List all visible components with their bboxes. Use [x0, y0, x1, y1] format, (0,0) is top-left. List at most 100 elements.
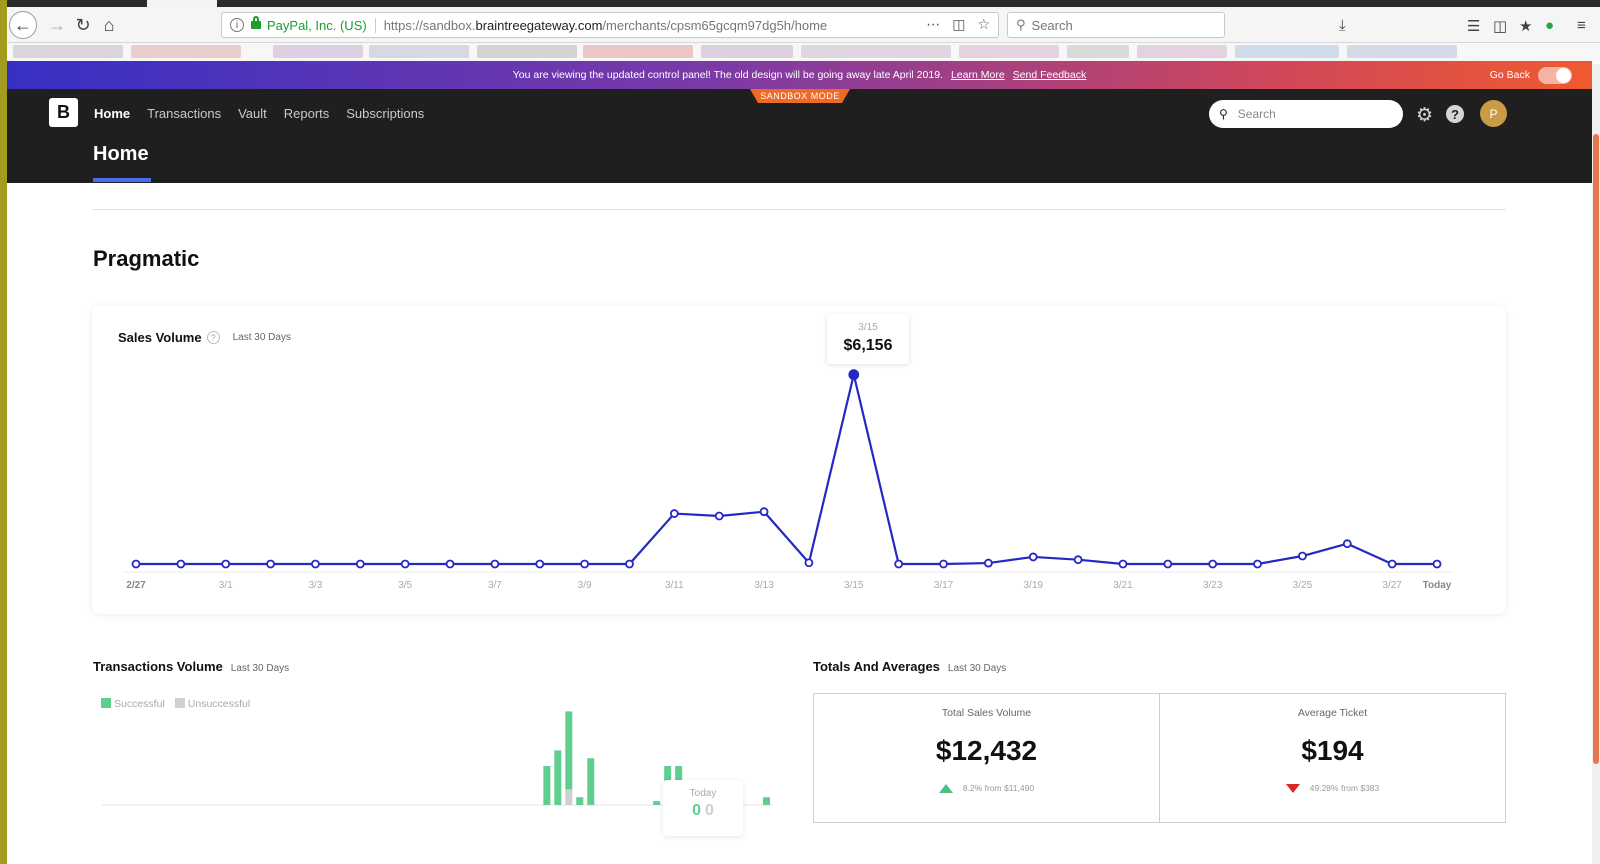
help-circle-icon[interactable]: ?: [206, 331, 220, 344]
sales-data-point[interactable]: [669, 509, 679, 518]
go-back-label: Go Back: [1489, 69, 1530, 81]
learn-more-link[interactable]: Learn More: [950, 69, 1005, 81]
app-search-input[interactable]: ⚲ Search: [1209, 100, 1403, 128]
sales-data-point[interactable]: [311, 559, 320, 569]
sales-data-point[interactable]: [1298, 551, 1307, 561]
sales-data-point[interactable]: [1387, 559, 1397, 569]
window-frame: [0, 0, 7, 864]
pocket-icon[interactable]: ◫: [952, 16, 966, 32]
tx-bar-successful[interactable]: [565, 711, 573, 790]
sales-data-point[interactable]: [131, 559, 141, 569]
bookmark-item[interactable]: [701, 45, 793, 58]
tx-bar-successful[interactable]: [587, 758, 595, 805]
address-bar[interactable]: i PayPal, Inc. (US) https://sandbox.brai…: [221, 12, 999, 38]
bookmark-item[interactable]: [583, 45, 693, 58]
sales-data-point[interactable]: [1073, 555, 1083, 565]
nav-vault[interactable]: Vault: [238, 106, 267, 121]
active-tab[interactable]: [147, 0, 217, 7]
nav-subscriptions[interactable]: Subscriptions: [346, 106, 425, 121]
menu-icon[interactable]: ≡: [1577, 17, 1586, 34]
braintree-logo[interactable]: B: [49, 98, 78, 127]
tx-bar-successful[interactable]: [554, 750, 562, 805]
sidebar-icon[interactable]: ◫: [1493, 18, 1508, 35]
sales-data-point[interactable]: [490, 559, 500, 569]
sales-data-point[interactable]: [400, 559, 410, 569]
tooltip-date: 3/15: [858, 322, 878, 333]
extension-bug-icon[interactable]: ★: [1519, 18, 1533, 35]
total-sales-change-text: 8.2% from $11,490: [962, 783, 1035, 793]
bookmark-item[interactable]: [1137, 45, 1227, 58]
total-sales-volume: Total Sales Volume $12,432 8.2% from $11…: [814, 694, 1159, 822]
page-title: Home: [93, 143, 149, 165]
forward-arrow-icon[interactable]: →: [48, 14, 66, 35]
legend-successful[interactable]: Successful: [101, 698, 165, 710]
legend-unsuccessful[interactable]: Unsuccessful: [174, 698, 250, 710]
page-scrollbar[interactable]: [1592, 64, 1600, 864]
tx-bar-unsuccessful[interactable]: [565, 789, 573, 805]
bookmark-item[interactable]: [1067, 45, 1129, 58]
tx-bar-successful[interactable]: [543, 766, 551, 805]
nav-reports[interactable]: Reports: [283, 106, 330, 121]
sales-data-point[interactable]: [355, 559, 365, 569]
sales-data-point[interactable]: [1253, 559, 1262, 569]
transactions-legend: Successful Unsuccessful: [101, 698, 250, 710]
sales-data-point[interactable]: [1163, 559, 1173, 569]
back-arrow-icon[interactable]: ←: [9, 11, 37, 39]
go-back-toggle[interactable]: [1538, 66, 1572, 84]
library-icon[interactable]: ☰: [1467, 18, 1481, 35]
bookmark-item[interactable]: [13, 45, 123, 58]
site-identity[interactable]: PayPal, Inc. (US): [267, 17, 376, 33]
main-nav: Home Transactions Vault Reports Subscrip…: [94, 106, 424, 121]
bookmark-item[interactable]: [1347, 45, 1457, 58]
sales-data-point[interactable]: [1432, 559, 1442, 569]
grammarly-icon[interactable]: ●: [1545, 17, 1555, 34]
home-icon[interactable]: ⌂: [103, 14, 115, 35]
sales-data-point[interactable]: [1342, 539, 1352, 549]
sales-data-point[interactable]: [580, 559, 590, 569]
tx-bar-successful[interactable]: [653, 801, 661, 805]
sales-data-point[interactable]: [266, 559, 275, 569]
bookmark-item[interactable]: [369, 45, 469, 58]
average-ticket-change: 49.28% from $383: [1160, 783, 1505, 793]
sales-data-point[interactable]: [759, 507, 769, 517]
sales-data-point[interactable]: [176, 559, 186, 569]
scrollbar-thumb[interactable]: [1593, 134, 1599, 764]
help-icon[interactable]: ?: [1446, 105, 1464, 123]
sales-data-point[interactable]: [894, 559, 904, 569]
sales-data-point[interactable]: [1118, 559, 1128, 569]
sales-volume-chart: 2/27 3/1 3/3 3/5 3/7 3/9 3/11 3/13 3/15 3/17 3/19 3…: [122, 369, 1452, 591]
sales-data-point[interactable]: [1028, 552, 1038, 562]
bookmark-item[interactable]: [477, 45, 577, 58]
reload-icon[interactable]: ↻: [75, 14, 91, 35]
site-info-icon[interactable]: i: [230, 18, 244, 32]
sales-data-point[interactable]: [848, 369, 860, 381]
sales-data-point[interactable]: [804, 558, 814, 568]
sales-data-point[interactable]: [535, 559, 545, 569]
sales-data-point[interactable]: [983, 558, 993, 568]
browser-search-placeholder: Search: [1031, 17, 1073, 33]
tx-bar-successful[interactable]: [763, 797, 771, 805]
sales-data-point[interactable]: [625, 559, 634, 569]
browser-search-input[interactable]: ⚲ Search: [1007, 12, 1225, 38]
bookmark-item[interactable]: [959, 45, 1059, 58]
page-actions-icon[interactable]: ⋯: [926, 16, 941, 32]
nav-transactions[interactable]: Transactions: [147, 106, 222, 121]
bookmark-item[interactable]: [131, 45, 241, 58]
bookmark-item[interactable]: [273, 45, 363, 58]
sales-data-point[interactable]: [445, 559, 455, 569]
gear-icon[interactable]: ⚙: [1416, 105, 1434, 126]
sales-data-point[interactable]: [714, 511, 724, 521]
url-text[interactable]: https://sandbox.braintreegateway.com/mer…: [384, 18, 827, 33]
download-icon[interactable]: ⤓: [1339, 17, 1346, 34]
avatar[interactable]: P: [1480, 100, 1507, 127]
bookmark-item[interactable]: [1235, 45, 1339, 58]
tx-bar-successful[interactable]: [576, 797, 584, 805]
sales-data-point[interactable]: [939, 559, 948, 569]
send-feedback-link[interactable]: Send Feedback: [1012, 69, 1087, 81]
bookmark-star-icon[interactable]: ☆: [977, 16, 990, 32]
sales-data-point[interactable]: [221, 559, 231, 569]
x-tick-label: 3/19: [1024, 580, 1044, 591]
bookmark-item[interactable]: [801, 45, 951, 58]
nav-home[interactable]: Home: [94, 106, 131, 121]
sales-data-point[interactable]: [1208, 559, 1218, 569]
